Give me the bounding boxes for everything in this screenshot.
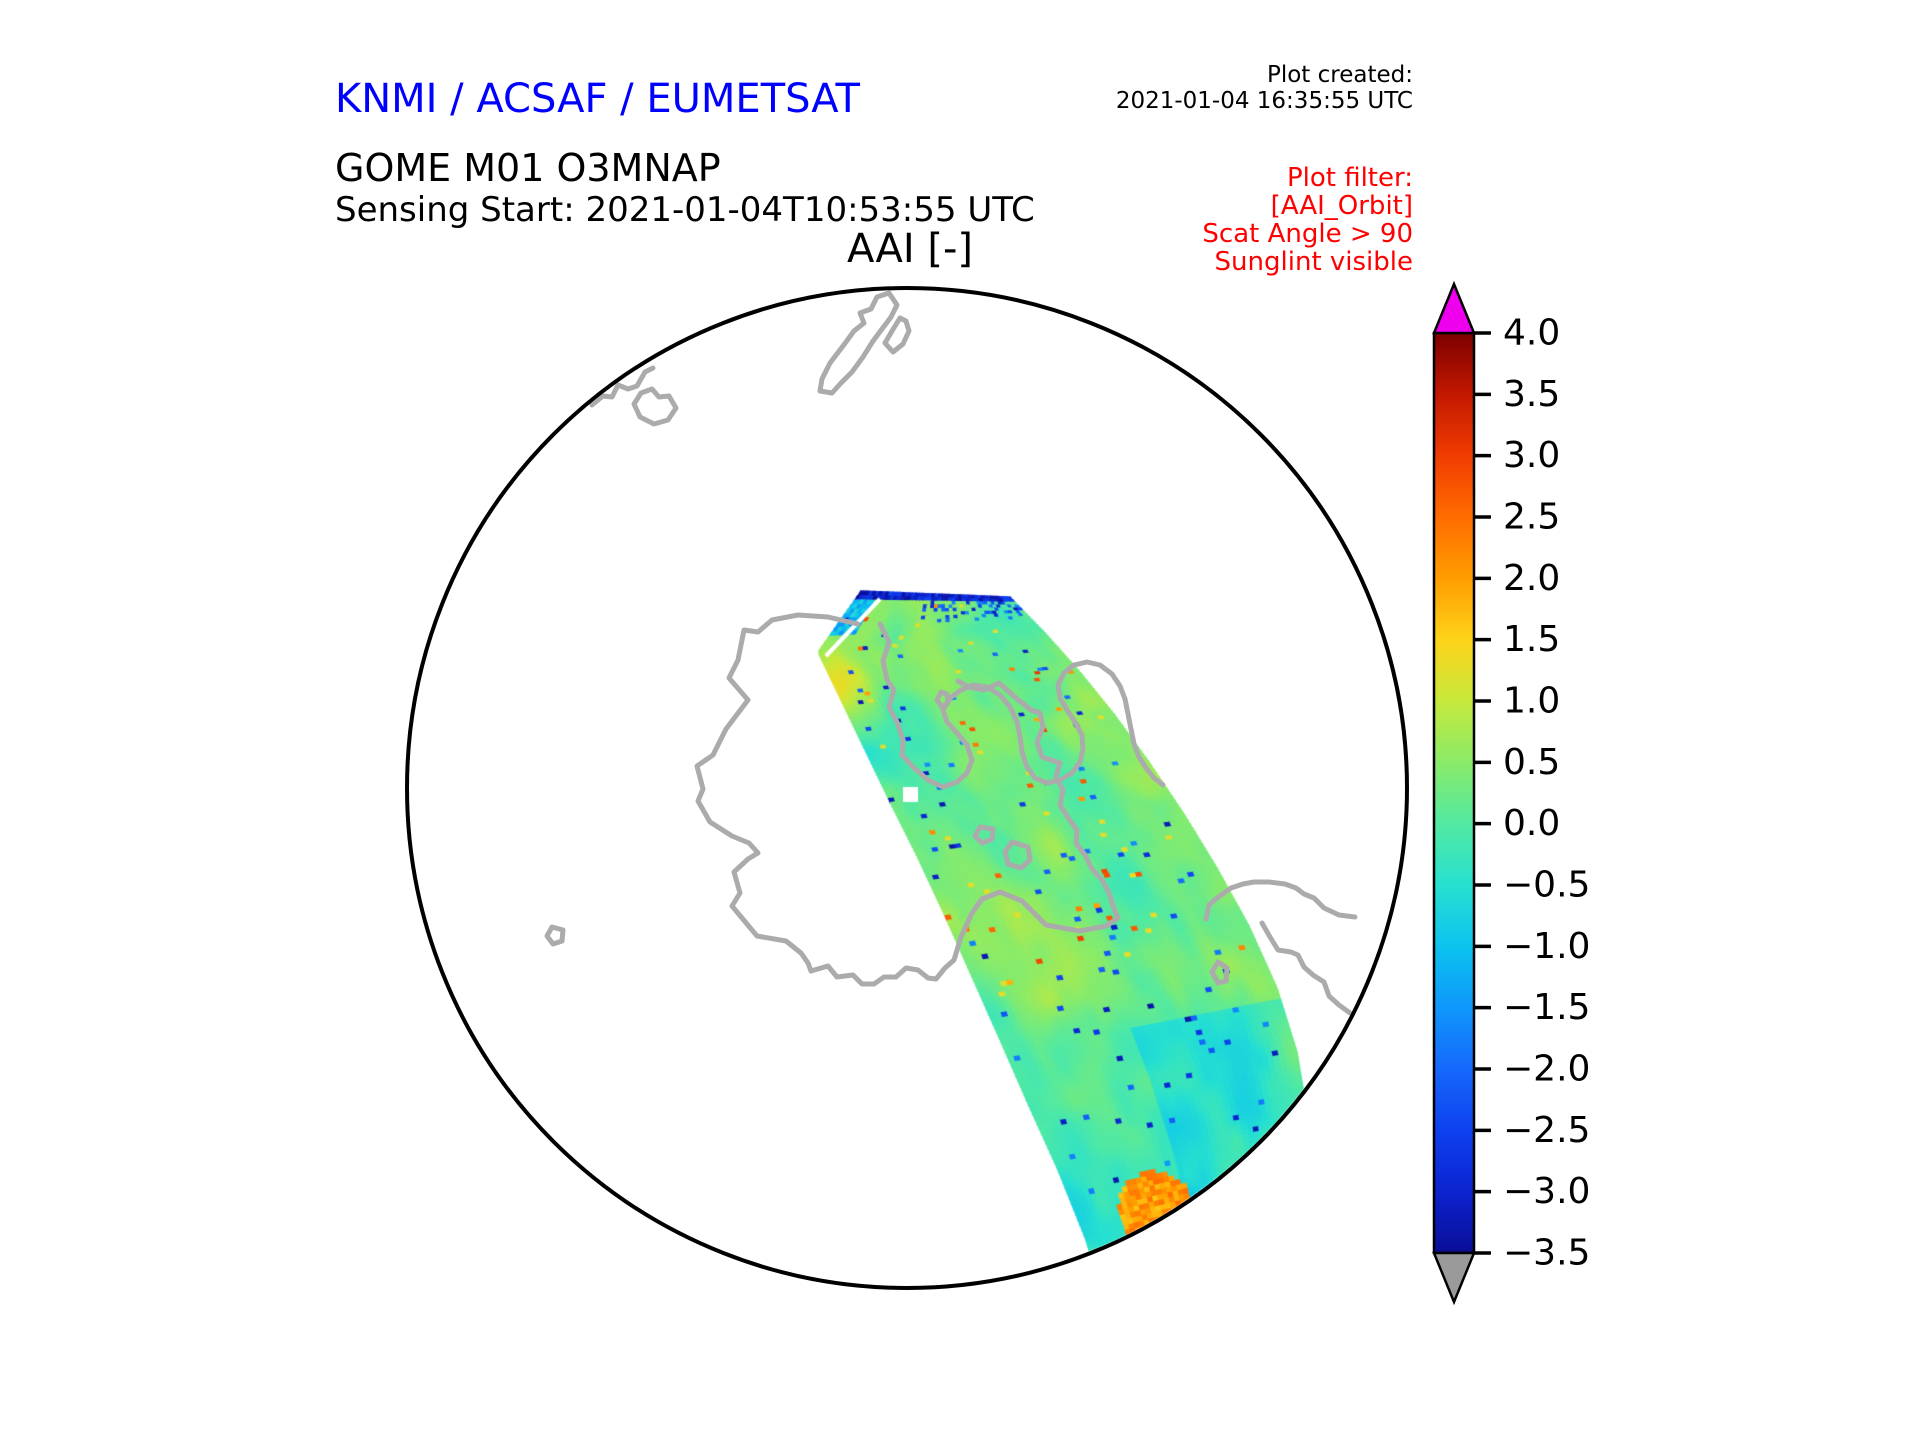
colorbar-tick-label: −1.5: [1503, 987, 1590, 1028]
colorbar-gradient: [1432, 331, 1476, 1255]
coastline-path: [817, 290, 900, 396]
coastline-path: [882, 315, 912, 355]
colorbar-tick-label: 3.5: [1503, 374, 1560, 415]
colorbar-tick-label: 4.0: [1503, 313, 1560, 354]
colorbar-tick-label: −2.0: [1503, 1049, 1590, 1090]
colorbar-tick-label: −1.0: [1503, 926, 1590, 967]
colorbar-tick-label: 0.5: [1503, 742, 1560, 783]
coastline-path: [589, 365, 656, 408]
plot-filter-block: Plot filter: [AAI_Orbit] Scat Angle > 90 Su…: [1202, 164, 1413, 276]
colorbar-tick-label: −0.5: [1503, 865, 1590, 906]
coastline-path: [631, 386, 679, 427]
plot-filter-line: Scat Angle > 90: [1202, 219, 1413, 249]
map-title: AAI [-]: [847, 226, 973, 272]
plot-created-label: Plot created:: [1266, 62, 1413, 88]
coastline-path: [694, 612, 1121, 987]
page-title: KNMI / ACSAF / EUMETSAT: [335, 76, 860, 122]
plot-filter-line: Sunglint visible: [1214, 247, 1413, 277]
coastline-path: [972, 824, 996, 846]
colorbar-over-arrow: [1432, 280, 1476, 335]
coastline-path: [1203, 879, 1358, 922]
colorbar-tick-label: 1.5: [1503, 619, 1560, 660]
plot-created-block: Plot created: 2021-01-04 16:35:55 UTC: [1116, 62, 1413, 114]
colorbar-tick-label: 2.0: [1503, 558, 1560, 599]
plot-filter-line: Plot filter:: [1286, 163, 1413, 193]
instrument-title: GOME M01 O3MNAP: [335, 146, 721, 190]
coastline-path: [1002, 839, 1033, 871]
plot-created-time: 2021-01-04 16:35:55 UTC: [1115, 88, 1413, 114]
coastline-path: [1259, 920, 1353, 1016]
colorbar-tick-label: −3.0: [1503, 1171, 1590, 1212]
colorbar-tick-label: 0.0: [1503, 803, 1560, 844]
colorbar-tick-label: −3.5: [1503, 1233, 1590, 1274]
colorbar-under-arrow: [1432, 1251, 1476, 1306]
colorbar-tick-label: 3.0: [1503, 435, 1560, 476]
colorbar-tick-label: −2.5: [1503, 1110, 1590, 1151]
colorbar-tick-label: 2.5: [1503, 497, 1560, 538]
map-boundary-circle: [405, 286, 1409, 1290]
colorbar: 4.0 3.5 3.0 2.5 2.0 1.5 1.0 0.5 0.0 −0.5 −1.0 −1.5 −…: [1432, 280, 1590, 1306]
coastline-path: [544, 924, 566, 947]
coastline-path: [877, 621, 1166, 790]
coastline-path: [1209, 959, 1230, 986]
coastlines: [544, 290, 1358, 1016]
plot-filter-line: [AAI_Orbit]: [1270, 191, 1413, 221]
coastline-path: [934, 689, 951, 710]
colorbar-tick-label: 1.0: [1503, 681, 1560, 722]
sensing-start-line: Sensing Start: 2021-01-04T10:53:55 UTC: [335, 190, 1035, 230]
